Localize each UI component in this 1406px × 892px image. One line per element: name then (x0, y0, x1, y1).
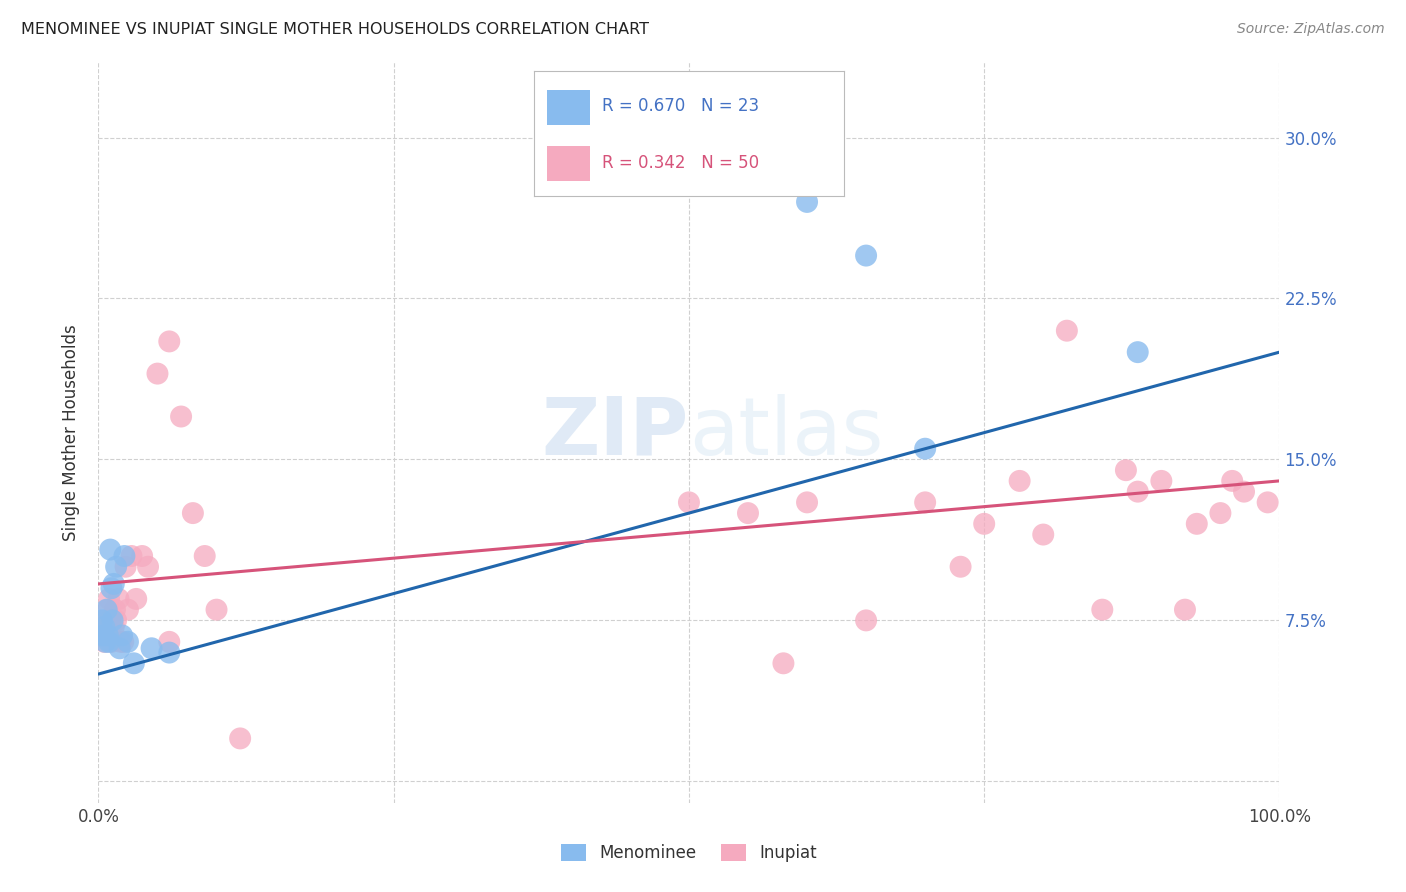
Point (111, 628, 134, 642)
Point (96, 628, 118, 642)
Point (1008, 474, 1031, 488)
Point (94, 635, 117, 649)
Text: R = 0.342   N = 50: R = 0.342 N = 50 (602, 153, 759, 171)
Point (157, 646, 180, 660)
Point (1091, 602, 1114, 616)
Point (110, 635, 132, 649)
Point (103, 577, 125, 591)
Point (170, 409, 193, 424)
Point (949, 559, 972, 574)
Point (122, 657, 145, 671)
Text: R = 0.670   N = 23: R = 0.670 N = 23 (602, 97, 759, 115)
Point (91, 620, 114, 634)
Point (108, 641, 131, 656)
Point (98, 542, 121, 557)
Point (121, 549, 143, 563)
Point (100, 635, 122, 649)
Point (1257, 495, 1279, 509)
Point (1185, 516, 1208, 531)
Point (1220, 474, 1243, 488)
Point (914, 442, 936, 456)
Point (104, 602, 127, 616)
Point (103, 620, 125, 634)
Point (914, 495, 936, 509)
Legend: Menominee, Inupiat: Menominee, Inupiat (554, 837, 824, 869)
Text: Source: ZipAtlas.com: Source: ZipAtlas.com (1237, 22, 1385, 37)
Point (131, 549, 153, 563)
Point (97, 602, 120, 616)
Point (107, 591, 129, 606)
Point (91, 628, 114, 642)
Point (678, 495, 700, 509)
Point (1032, 527, 1054, 541)
Point (105, 614, 128, 628)
Text: ZIP: ZIP (541, 393, 689, 472)
Point (1209, 506, 1232, 520)
Point (91, 628, 114, 642)
Point (117, 635, 139, 649)
Point (91, 614, 114, 628)
Text: MENOMINEE VS INUPIAT SINGLE MOTHER HOUSEHOLDS CORRELATION CHART: MENOMINEE VS INUPIAT SINGLE MOTHER HOUSE… (21, 22, 650, 37)
Point (229, 731, 252, 746)
Point (1126, 484, 1149, 499)
Point (100, 581, 122, 595)
Point (855, 614, 877, 628)
Point (98, 614, 121, 628)
Point (125, 591, 148, 606)
Point (141, 641, 163, 656)
Point (114, 559, 136, 574)
Point (93, 635, 115, 649)
Bar (547, 90, 591, 125)
Bar (547, 146, 591, 181)
Point (1150, 474, 1173, 488)
Point (101, 614, 124, 628)
Point (194, 549, 217, 563)
Point (855, 249, 877, 263)
Point (157, 334, 180, 349)
Point (181, 506, 204, 520)
Text: atlas: atlas (689, 393, 883, 472)
Point (94, 614, 117, 628)
Point (93, 620, 115, 634)
Point (796, 495, 818, 509)
Point (1174, 602, 1197, 616)
Point (1126, 345, 1149, 359)
Y-axis label: Single Mother Households: Single Mother Households (62, 325, 80, 541)
Point (105, 559, 128, 574)
Point (772, 657, 794, 671)
Point (112, 549, 135, 563)
Point (1056, 324, 1078, 338)
Point (117, 602, 139, 616)
Point (205, 602, 228, 616)
Point (1233, 484, 1256, 499)
Point (737, 506, 759, 520)
Point (112, 635, 135, 649)
Point (98, 635, 121, 649)
Point (146, 367, 169, 381)
Point (97, 628, 120, 642)
Point (1115, 463, 1137, 477)
Point (973, 516, 995, 531)
Point (157, 635, 180, 649)
Point (98, 591, 121, 606)
Point (796, 194, 818, 209)
Point (136, 559, 159, 574)
Point (96, 602, 118, 616)
